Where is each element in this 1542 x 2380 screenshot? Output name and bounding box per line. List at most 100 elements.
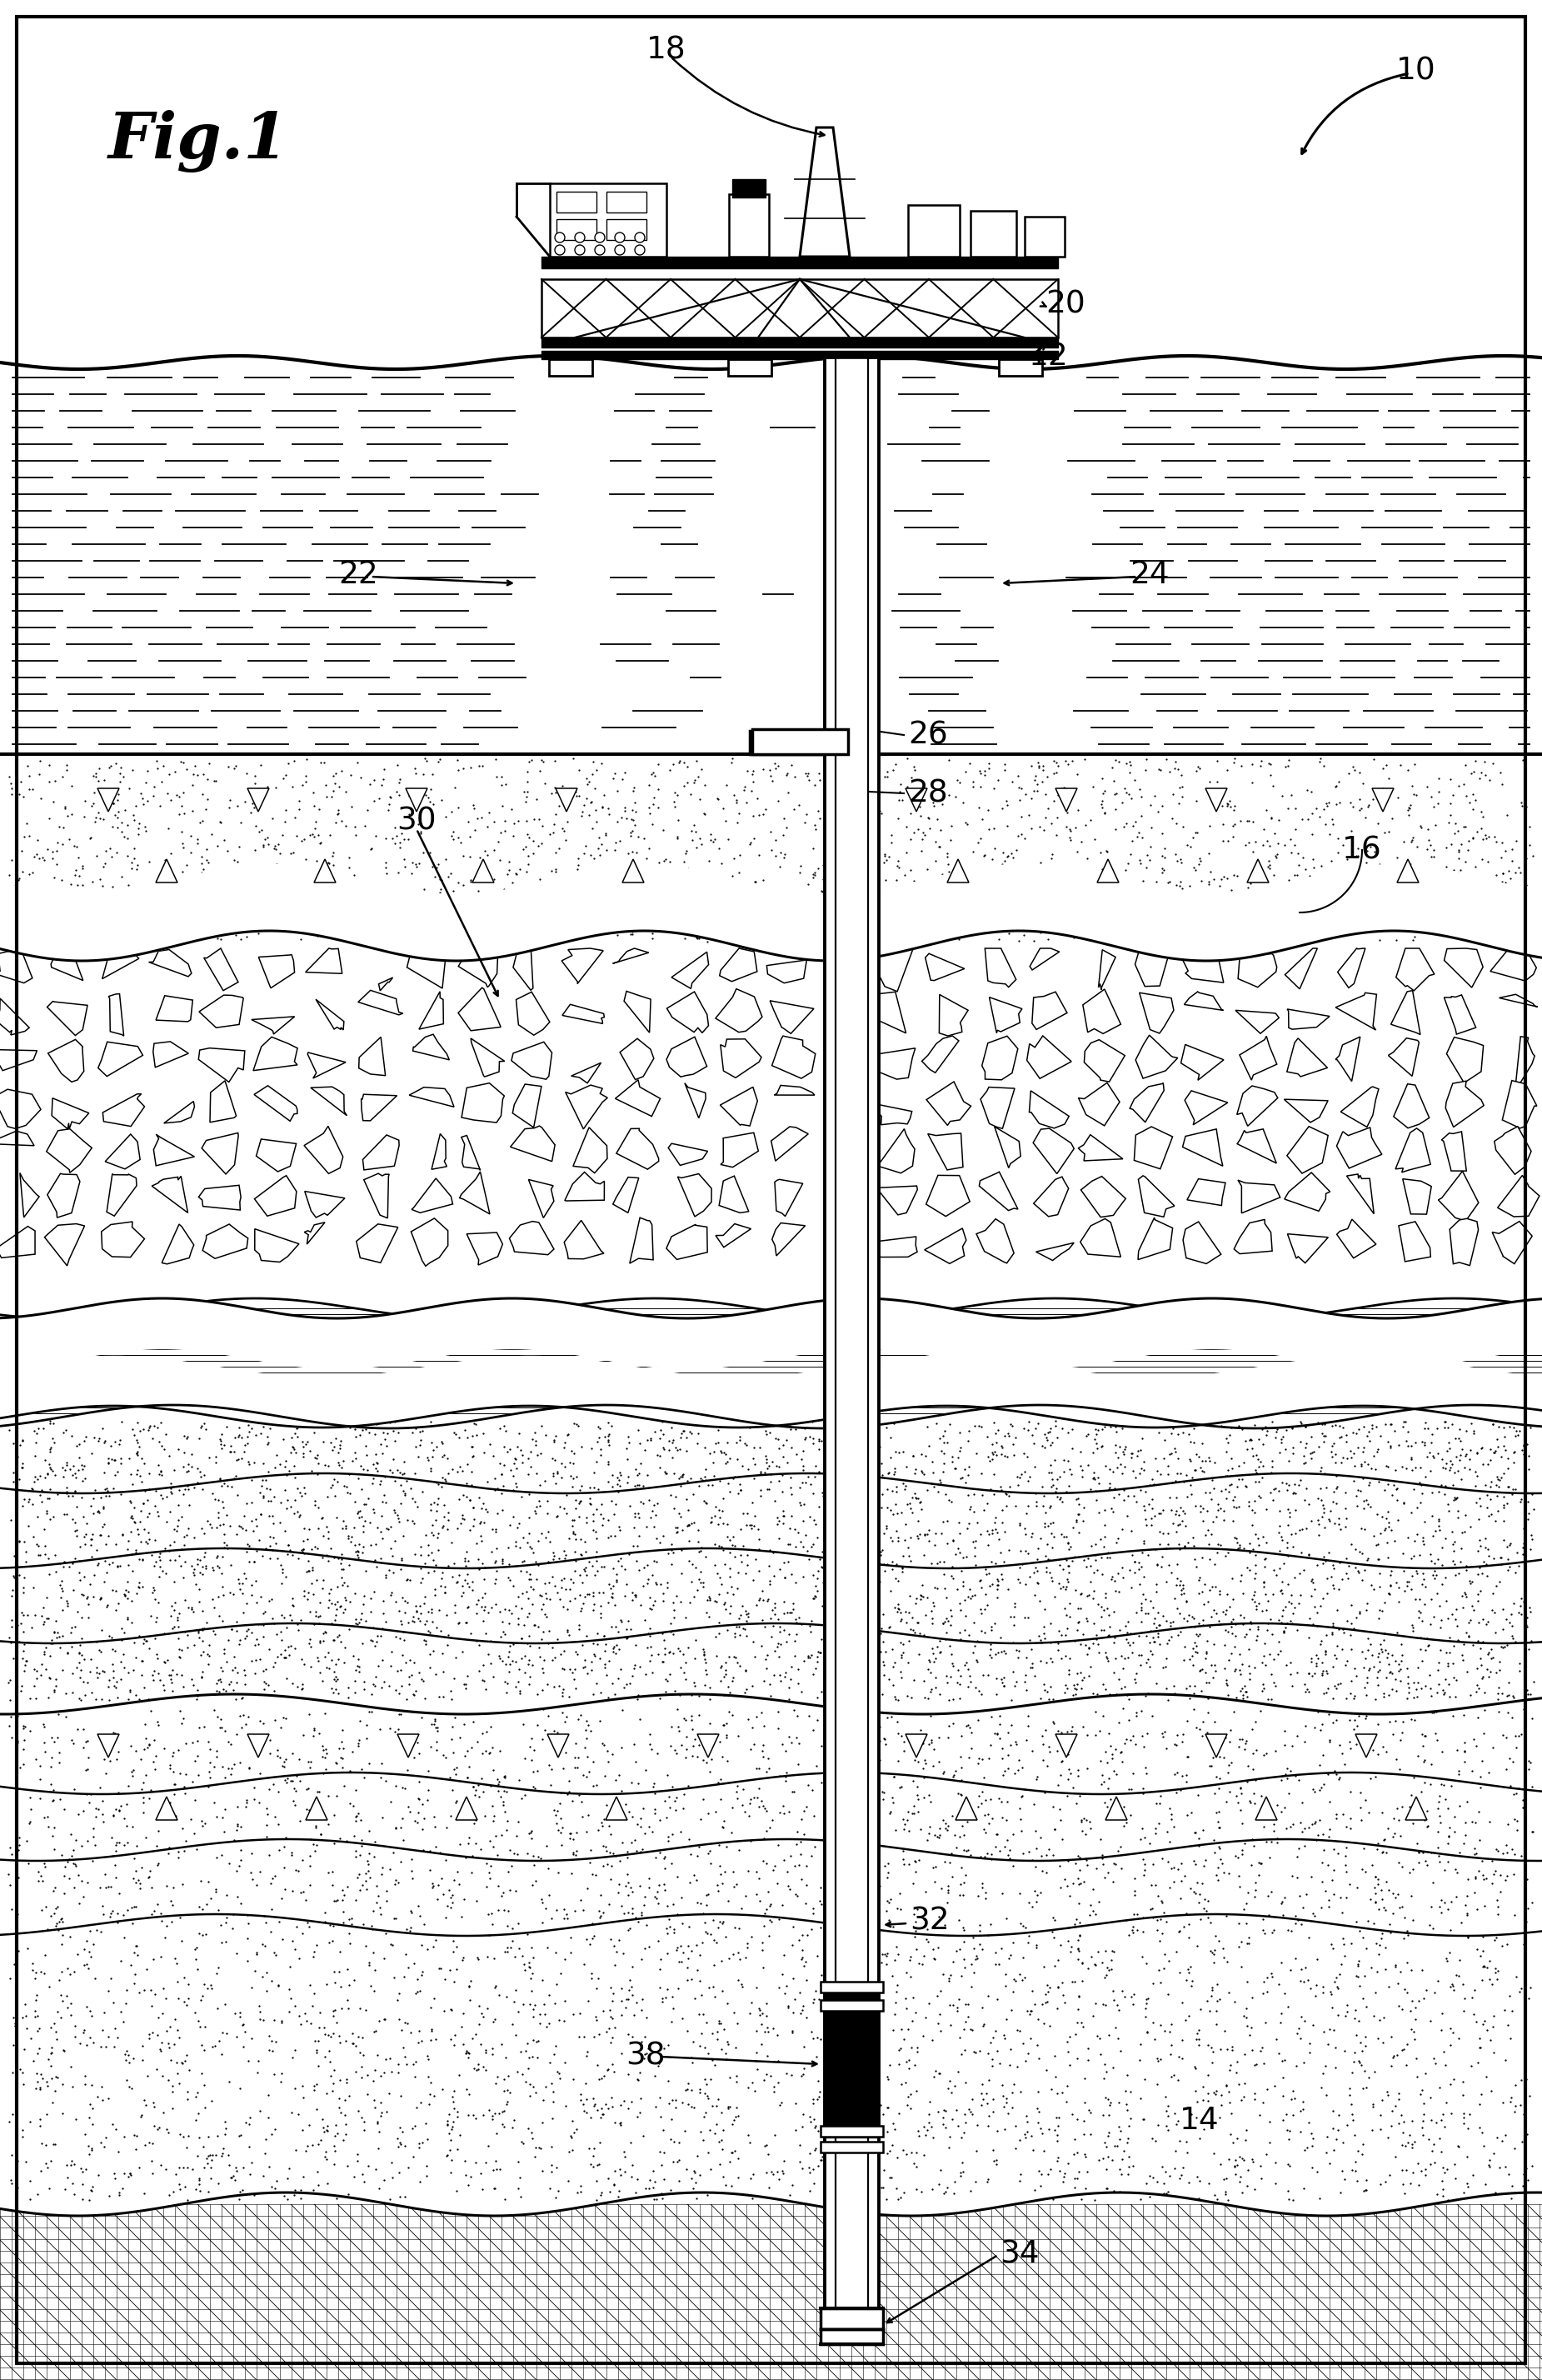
Text: 28: 28 [908, 778, 948, 809]
Polygon shape [1237, 1085, 1278, 1126]
Polygon shape [0, 1090, 40, 1128]
Bar [729, 195, 769, 257]
Polygon shape [1284, 1173, 1331, 1211]
Polygon shape [153, 1042, 188, 1066]
Polygon shape [199, 995, 244, 1028]
Polygon shape [1396, 947, 1434, 990]
Polygon shape [1284, 947, 1317, 990]
Polygon shape [1445, 1081, 1483, 1128]
Polygon shape [1494, 1126, 1531, 1173]
Polygon shape [1405, 1797, 1426, 1821]
Text: 30: 30 [396, 807, 436, 835]
Polygon shape [1516, 1038, 1534, 1083]
Polygon shape [990, 997, 1022, 1033]
Text: 24: 24 [1130, 559, 1169, 590]
Polygon shape [1138, 1176, 1175, 1216]
Bar [0, 2204, 1542, 2380]
Polygon shape [1502, 1081, 1537, 1128]
Polygon shape [873, 947, 913, 992]
Polygon shape [1133, 1126, 1172, 1169]
Polygon shape [413, 1035, 449, 1059]
Polygon shape [202, 1223, 248, 1259]
Polygon shape [103, 1095, 145, 1126]
Polygon shape [925, 954, 964, 981]
Polygon shape [356, 1223, 398, 1264]
Polygon shape [156, 995, 193, 1021]
Polygon shape [307, 1052, 345, 1078]
Polygon shape [1372, 788, 1394, 812]
Polygon shape [102, 947, 139, 978]
Bar [541, 278, 1058, 338]
Polygon shape [0, 1050, 37, 1071]
Bar [908, 205, 959, 257]
Polygon shape [1335, 1038, 1360, 1081]
Polygon shape [362, 1135, 399, 1171]
Polygon shape [927, 1081, 971, 1126]
Polygon shape [769, 1000, 814, 1033]
Polygon shape [1445, 995, 1476, 1035]
Polygon shape [720, 1133, 759, 1166]
Polygon shape [606, 1797, 628, 1821]
Circle shape [595, 245, 604, 255]
Polygon shape [771, 1126, 808, 1161]
Polygon shape [1206, 1735, 1227, 1756]
Bar [728, 359, 771, 376]
Polygon shape [1442, 1130, 1466, 1171]
Polygon shape [571, 1064, 601, 1083]
Polygon shape [720, 1088, 757, 1126]
Polygon shape [305, 947, 342, 973]
Polygon shape [419, 992, 444, 1028]
Polygon shape [922, 1035, 959, 1073]
Polygon shape [774, 1085, 814, 1095]
Polygon shape [1396, 1128, 1431, 1173]
Text: 34: 34 [999, 2240, 1039, 2268]
Polygon shape [1036, 1242, 1073, 1261]
Bar [557, 193, 597, 212]
Polygon shape [1340, 1088, 1379, 1128]
Bar [550, 183, 666, 257]
Polygon shape [1084, 1040, 1126, 1083]
Bar [820, 2309, 884, 2330]
Text: 32: 32 [910, 1906, 950, 1935]
Polygon shape [620, 1038, 654, 1081]
Polygon shape [666, 992, 708, 1033]
Polygon shape [251, 1016, 295, 1035]
Polygon shape [364, 1173, 389, 1219]
Polygon shape [398, 1735, 419, 1756]
Polygon shape [1355, 1735, 1377, 1756]
Polygon shape [563, 1004, 604, 1023]
Polygon shape [1130, 1083, 1164, 1123]
Circle shape [555, 233, 564, 243]
Polygon shape [1288, 1126, 1328, 1173]
Polygon shape [939, 995, 968, 1035]
Polygon shape [361, 1095, 396, 1121]
Bar [606, 219, 646, 240]
Bar [557, 219, 597, 240]
Polygon shape [379, 978, 393, 990]
Polygon shape [1388, 1038, 1419, 1076]
Polygon shape [458, 988, 501, 1031]
Text: 18: 18 [646, 36, 686, 64]
Polygon shape [1238, 954, 1277, 988]
Polygon shape [202, 1133, 239, 1173]
Polygon shape [1027, 1035, 1072, 1078]
Polygon shape [199, 1185, 241, 1209]
Polygon shape [981, 1088, 1015, 1128]
Polygon shape [1206, 788, 1227, 812]
Polygon shape [1082, 990, 1121, 1033]
Polygon shape [102, 1221, 145, 1257]
Polygon shape [204, 947, 237, 990]
Polygon shape [773, 1035, 816, 1078]
Polygon shape [877, 1047, 916, 1078]
Polygon shape [1098, 859, 1119, 883]
Text: 26: 26 [908, 721, 948, 750]
Bar [820, 2125, 884, 2137]
Polygon shape [1181, 1045, 1224, 1081]
Polygon shape [1237, 1128, 1277, 1164]
Polygon shape [956, 1797, 978, 1821]
Polygon shape [876, 1185, 917, 1214]
Polygon shape [1183, 952, 1224, 983]
Polygon shape [45, 1223, 85, 1266]
Bar [823, 359, 867, 376]
Bar [606, 193, 646, 212]
